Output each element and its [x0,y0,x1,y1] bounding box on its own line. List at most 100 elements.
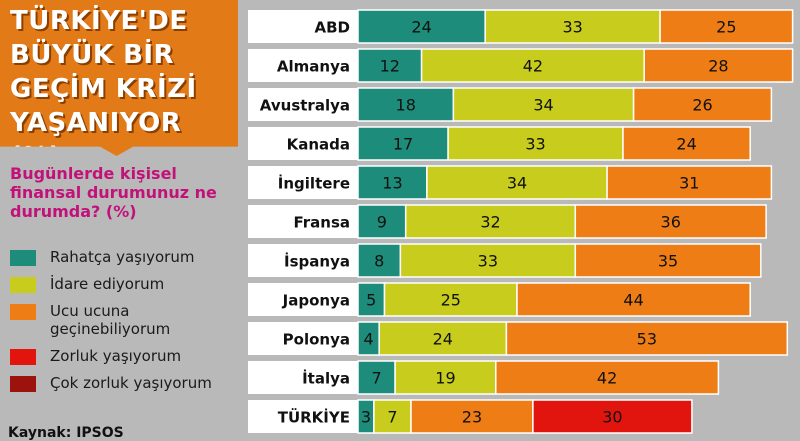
chart-subtitle: Bugünlerde kişisel finansal durumunuz ne… [10,164,217,221]
bar-segment [505,321,789,356]
data-label: 26 [692,96,712,115]
data-label: 36 [661,213,681,232]
legend-label: Zorluk yaşıyorum [50,347,182,365]
data-label: 5 [366,291,376,310]
country-label: İspanya [284,252,350,271]
title-badge: TÜRKİYE'DE BÜYÜK BİR GEÇİM KRİZİ YAŞANIY… [0,0,238,156]
bar-segment [606,165,773,200]
data-label: 17 [393,135,413,154]
data-label: 33 [478,252,498,271]
country-label-box [248,127,358,160]
bar-segment [373,399,412,434]
legend-item: Rahatça yaşıyorum [10,248,235,266]
bar-segment [532,399,693,434]
legend-label: İdare ediyorum [50,275,165,293]
country-label: Almanya [277,58,350,76]
data-label: 25 [441,291,461,310]
data-label: 24 [411,18,431,37]
bar-segment [420,48,645,83]
data-label: 19 [435,369,455,388]
bar-segment [495,360,720,395]
data-label: 34 [507,174,527,193]
data-label: 8 [374,252,384,271]
country-label: Avustralya [260,97,350,115]
bar-segment [357,243,402,278]
bar-segment [516,282,751,317]
legend-label: Ucu ucuna geçinebiliyorum [50,302,171,338]
data-label: 7 [371,369,381,388]
country-label: TÜRKİYE [278,408,350,427]
data-label: 4 [364,330,374,349]
data-label: 23 [462,408,482,427]
country-label: ABD [315,19,351,37]
source-note: Kaynak: IPSOS [8,425,124,441]
country-label-box [248,166,358,199]
chart-title: TÜRKİYE'DE BÜYÜK BİR GEÇİM KRİZİ YAŞANIY… [10,4,235,156]
country-label: Japonya [282,292,350,310]
data-label: 9 [377,213,387,232]
country-label-box [248,322,358,355]
legend-item: Zorluk yaşıyorum [10,347,235,365]
bar-segment [357,282,386,317]
data-label: 34 [533,96,553,115]
bar-segment [632,87,773,122]
country-label-box [248,244,358,277]
bar-segment [357,204,407,239]
data-label: 3 [361,408,371,427]
data-label: 30 [602,408,622,427]
legend-item: Çok zorluk yaşıyorum [10,374,235,392]
data-label: 25 [716,18,736,37]
country-label-box [248,283,358,316]
title-line: TÜRKİYE'DE [10,6,188,36]
legend-swatch [10,304,36,320]
data-label: 33 [562,18,582,37]
bar-segment [622,126,751,161]
bar-segment [357,87,455,122]
data-label: 28 [708,57,728,76]
data-label: 35 [658,252,678,271]
data-label: 44 [623,291,643,310]
legend-swatch [10,277,36,293]
data-label: 33 [525,135,545,154]
legend-swatch [10,250,36,266]
country-label-box [248,88,358,121]
title-line: BÜYÜK BİR [10,40,175,70]
title-line: GEÇİM KRİZİ [10,74,197,104]
bar-segment [484,9,661,44]
legend-item: İdare ediyorum [10,275,235,293]
legend-swatch [10,376,36,392]
bar-segment [574,204,767,239]
bar-segment [659,9,794,44]
data-label: 31 [679,174,699,193]
data-label: 7 [387,408,397,427]
bar-segment [357,9,486,44]
data-label: 13 [382,174,402,193]
country-label: Polonya [283,331,350,349]
country-label: Fransa [293,214,350,232]
legend-item: Ucu ucuna geçinebiliyorum [10,302,235,338]
data-label: 42 [597,369,617,388]
country-label: Kanada [287,136,350,154]
data-label: 53 [637,330,657,349]
bar-segment [643,48,794,83]
country-label-box [248,400,358,433]
data-label: 32 [480,213,500,232]
legend-label: Çok zorluk yaşıyorum [50,374,212,392]
country-label-box [248,49,358,82]
bar-segment [452,87,635,122]
country-label-box [248,10,358,43]
data-label: 42 [523,57,543,76]
bar-segment [378,321,508,356]
data-label: 12 [380,57,400,76]
legend-label: Rahatça yaşıyorum [50,248,195,266]
legend: Rahatça yaşıyorum İdare ediyorum Ucu ucu… [10,248,235,401]
data-label: 24 [433,330,453,349]
data-label: 24 [676,135,696,154]
legend-swatch [10,349,36,365]
bar-segment [574,243,762,278]
country-label: İngiltere [278,174,350,193]
country-label-box [248,205,358,238]
data-label: 18 [396,96,416,115]
bar-segment [426,165,608,200]
